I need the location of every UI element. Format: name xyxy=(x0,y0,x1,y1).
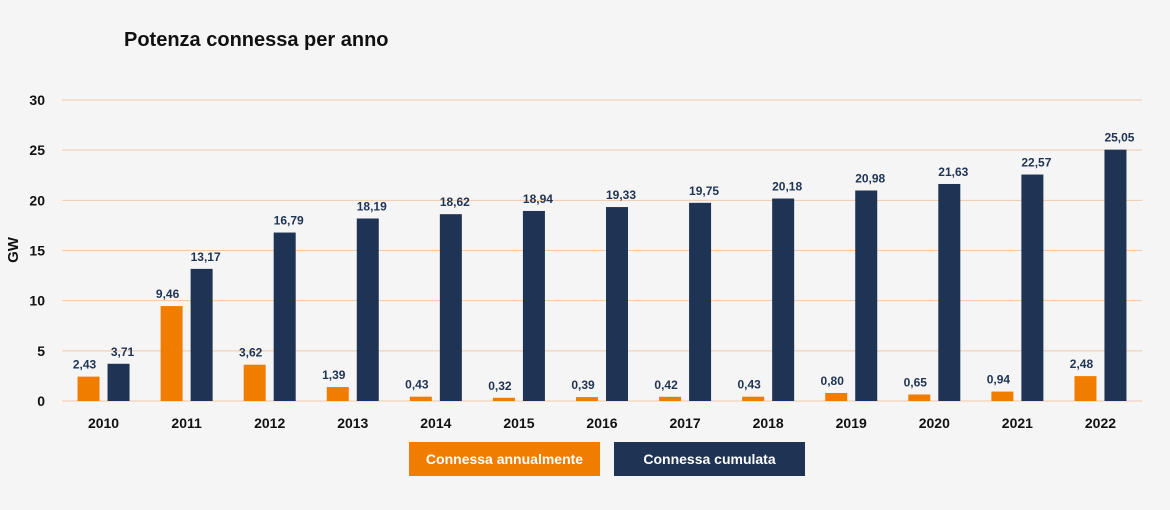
bars-layer xyxy=(77,149,1127,401)
bar-annual-2022 xyxy=(1074,376,1097,401)
y-tick-label: 5 xyxy=(37,343,45,359)
data-labels-layer: 2,43 3,71 9,46 13,17 3,62 16,79 1,39 18,19 0,43 1… xyxy=(73,131,1135,393)
data-label-cumulative-2015: 18,94 xyxy=(523,192,553,206)
data-label-annual-2022: 2,48 xyxy=(1070,357,1094,371)
legend: Connessa annualmente Connessa cumulata xyxy=(409,442,805,476)
data-label-annual-2019: 0,80 xyxy=(821,374,845,388)
x-ticks-layer: 2010 2011 2012 2013 2014 2015 2016 2017 2018 2019… xyxy=(88,415,1116,431)
bar-cumulative-2014 xyxy=(439,214,462,401)
chart-title: Potenza connessa per anno xyxy=(124,29,389,51)
data-label-cumulative-2021: 22,57 xyxy=(1021,156,1051,170)
bar-annual-2019 xyxy=(825,392,848,401)
data-label-cumulative-2017: 19,75 xyxy=(689,184,719,198)
x-tick-label-2019: 2019 xyxy=(836,415,867,431)
bar-annual-2020 xyxy=(908,394,931,401)
data-label-cumulative-2016: 19,33 xyxy=(606,188,636,202)
data-label-annual-2018: 0,43 xyxy=(737,378,761,392)
bar-annual-2018 xyxy=(742,396,765,401)
x-tick-label-2022: 2022 xyxy=(1085,415,1116,431)
bar-cumulative-2011 xyxy=(190,268,213,401)
bar-cumulative-2017 xyxy=(689,202,712,401)
data-label-cumulative-2018: 20,18 xyxy=(772,180,802,194)
x-tick-label-2011: 2011 xyxy=(171,415,202,431)
data-label-annual-2020: 0,65 xyxy=(904,375,928,389)
data-label-annual-2014: 0,43 xyxy=(405,378,429,392)
x-tick-label-2016: 2016 xyxy=(586,415,617,431)
bar-cumulative-2019 xyxy=(855,190,878,401)
y-tick-label: 30 xyxy=(29,92,45,108)
bar-cumulative-2022 xyxy=(1104,149,1127,401)
x-tick-label-2021: 2021 xyxy=(1002,415,1033,431)
bar-cumulative-2013 xyxy=(356,218,379,401)
y-tick-label: 10 xyxy=(29,293,45,309)
data-label-annual-2021: 0,94 xyxy=(987,373,1011,387)
bar-annual-2010 xyxy=(77,376,100,401)
bar-cumulative-2018 xyxy=(772,198,795,401)
data-label-cumulative-2020: 21,63 xyxy=(938,165,968,179)
bar-cumulative-2020 xyxy=(938,183,961,401)
x-tick-label-2018: 2018 xyxy=(753,415,784,431)
bar-annual-2013 xyxy=(326,387,349,401)
x-tick-label-2013: 2013 xyxy=(337,415,368,431)
legend-item-annual: Connessa annualmente xyxy=(409,442,600,476)
x-tick-label-2014: 2014 xyxy=(420,415,451,431)
x-tick-label-2012: 2012 xyxy=(254,415,285,431)
data-label-annual-2017: 0,42 xyxy=(654,378,678,392)
bar-annual-2014 xyxy=(409,396,432,401)
data-label-annual-2010: 2,43 xyxy=(73,358,97,372)
x-tick-label-2015: 2015 xyxy=(503,415,534,431)
legend-item-cumulative: Connessa cumulata xyxy=(614,442,805,476)
data-label-cumulative-2011: 13,17 xyxy=(191,250,221,264)
data-label-annual-2016: 0,39 xyxy=(571,378,595,392)
data-label-cumulative-2022: 25,05 xyxy=(1104,131,1134,145)
bar-cumulative-2010 xyxy=(107,363,130,401)
data-label-cumulative-2010: 3,71 xyxy=(111,345,135,359)
bar-annual-2015 xyxy=(492,397,515,401)
data-label-annual-2011: 9,46 xyxy=(156,287,180,301)
x-tick-label-2020: 2020 xyxy=(919,415,950,431)
y-tick-label: 0 xyxy=(37,393,45,409)
bar-cumulative-2021 xyxy=(1021,174,1044,401)
data-label-cumulative-2014: 18,62 xyxy=(440,195,470,209)
y-tick-label: 20 xyxy=(29,192,45,208)
data-label-cumulative-2013: 18,19 xyxy=(357,199,387,213)
data-label-annual-2012: 3,62 xyxy=(239,346,263,360)
y-tick-label: 15 xyxy=(29,243,45,259)
data-label-cumulative-2012: 16,79 xyxy=(274,214,304,228)
grid-layer: 0 5 10 15 20 25 30 xyxy=(29,92,1142,409)
bar-cumulative-2016 xyxy=(606,207,628,401)
data-label-cumulative-2019: 20,98 xyxy=(855,172,885,186)
bar-annual-2016 xyxy=(576,397,598,401)
bar-annual-2012 xyxy=(243,364,266,401)
x-tick-label-2010: 2010 xyxy=(88,415,119,431)
bar-annual-2017 xyxy=(659,396,682,401)
y-axis-label: GW xyxy=(5,236,22,263)
data-label-annual-2015: 0,32 xyxy=(488,379,512,393)
data-label-annual-2013: 1,39 xyxy=(322,368,346,382)
y-tick-label: 25 xyxy=(29,142,45,158)
bar-annual-2021 xyxy=(991,391,1014,401)
bar-annual-2011 xyxy=(160,306,183,401)
bar-cumulative-2012 xyxy=(273,232,296,401)
bar-cumulative-2015 xyxy=(522,210,545,401)
x-tick-label-2017: 2017 xyxy=(669,415,700,431)
